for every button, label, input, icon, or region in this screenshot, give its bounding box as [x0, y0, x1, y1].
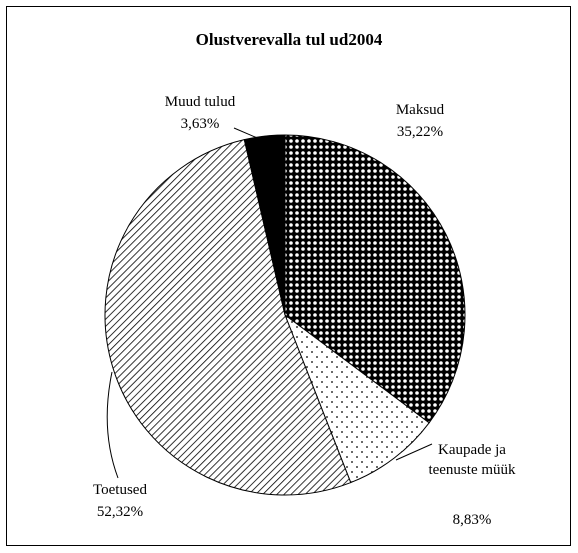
pie-slice	[243, 134, 286, 316]
frame	[6, 6, 571, 546]
pie-slice	[283, 313, 430, 484]
slice-label: Muud tulud	[164, 94, 236, 110]
chart-title: Olustverevalla tul ud2004	[195, 30, 383, 49]
value-label: 3,63%	[180, 116, 220, 132]
value-label: 8,83%	[452, 512, 492, 528]
slice-label: Kaupade ja teenuste müük	[428, 442, 516, 478]
slice-label: Maksud	[395, 102, 445, 118]
pie-slice	[284, 134, 466, 424]
pie-slice	[104, 139, 352, 496]
value-label: 35,22%	[396, 124, 444, 140]
value-label: 52,32%	[96, 504, 144, 520]
slice-label: Toetused	[93, 482, 147, 498]
